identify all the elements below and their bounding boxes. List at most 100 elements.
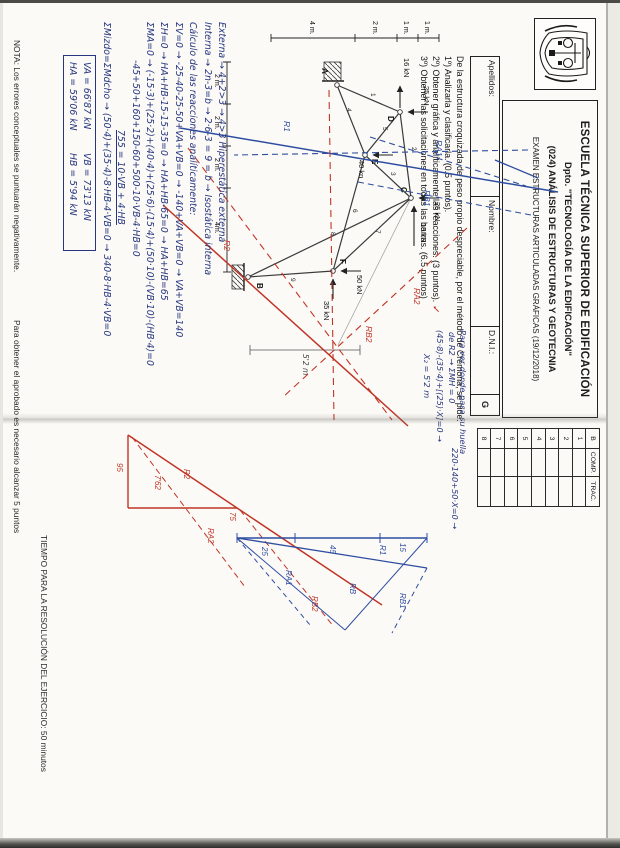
student-info-row: Apellidos: Nombre: D.N.I.: G bbox=[470, 56, 500, 416]
bar-9-FB bbox=[247, 270, 334, 278]
calc-line-sumV: ΣV=0 → -25-40-25-50+VA+VB=0 → -140+VA+VB… bbox=[172, 22, 184, 338]
bar-number-2: 2 bbox=[410, 147, 417, 151]
joint-B bbox=[245, 274, 251, 280]
department-name: Dpto. "TECNOLOGÍA DE LA EDIFICACIÓN" bbox=[562, 161, 573, 357]
comp-cell bbox=[477, 448, 491, 477]
load-label-d-v: 25 kN bbox=[422, 86, 431, 106]
comp-cell bbox=[490, 448, 505, 477]
x-distance-label: 5'2 m bbox=[301, 354, 310, 375]
node-label-F: F bbox=[338, 259, 347, 264]
apellidos-field: Apellidos: bbox=[471, 57, 499, 197]
load-label-c-h: 15 kN bbox=[419, 223, 428, 243]
blue-polygon-side-top bbox=[344, 537, 428, 631]
comp-cell bbox=[504, 448, 518, 477]
dim-label-2m-a: 2 m. bbox=[213, 74, 220, 88]
trac-cell bbox=[572, 476, 586, 507]
node-label-E: E bbox=[370, 159, 379, 165]
comp-cell bbox=[545, 448, 559, 477]
red-resultant-R2-line bbox=[127, 434, 383, 606]
load-label-e-v: 40 kn bbox=[357, 160, 366, 178]
result-VA: VA = 66'87 kN bbox=[81, 62, 92, 130]
bar-number: 6 bbox=[504, 428, 518, 449]
trac-cell bbox=[504, 476, 518, 507]
red-label-762: 7'62 bbox=[153, 475, 162, 490]
dim-label-4m: 4 m. bbox=[308, 21, 315, 35]
table-row: 1 bbox=[572, 428, 586, 507]
trac-cell bbox=[558, 476, 573, 507]
bar-1-AD bbox=[336, 84, 401, 113]
apellidos-label: Apellidos: bbox=[487, 60, 497, 97]
bar-number-5: 5 bbox=[381, 127, 388, 131]
footer-tiempo: TIEMPO PARA LA RESOLUCIÓN DEL EJERCICIO:… bbox=[39, 535, 49, 772]
result-HA: HA = 59'06 kN bbox=[67, 62, 78, 131]
blue-dashed-RA1 bbox=[236, 537, 311, 626]
load-label-d-h: 16 kN bbox=[402, 58, 411, 78]
calc-line-sumH: ΣH=0 → HA+HB-15-15-35=0 → HA+HB-65=0 → H… bbox=[158, 22, 170, 301]
comp-cell bbox=[517, 448, 532, 477]
blue-label-25: 25 bbox=[260, 546, 269, 556]
truss-bars bbox=[247, 84, 412, 278]
comp-cell bbox=[572, 448, 586, 477]
truss-joints bbox=[245, 82, 414, 280]
bar-number: 7 bbox=[490, 428, 505, 449]
dim-label-1m-b: 1 m. bbox=[402, 21, 409, 35]
exam-header: ESCUELA TÉCNICA SUPERIOR DE EDIFICACIÓN … bbox=[502, 100, 598, 418]
red-label-95: 95 bbox=[115, 463, 124, 472]
dni-field: D.N.I.: bbox=[471, 327, 499, 395]
bar-number-8: 8 bbox=[329, 232, 336, 236]
blue-label-RA1: RA1 bbox=[284, 570, 293, 586]
trac-cell bbox=[531, 476, 546, 507]
page-edge-line bbox=[606, 0, 608, 848]
node-label-C: C bbox=[399, 187, 408, 193]
joint-C bbox=[408, 195, 414, 201]
vertical-dimension-line bbox=[270, 34, 440, 42]
bar-number-7: 7 bbox=[374, 230, 381, 234]
scan-fold-crease bbox=[0, 413, 620, 424]
dim-label-1m-a: 1 m. bbox=[423, 21, 430, 35]
bar-2-DC bbox=[399, 111, 412, 199]
bar-number-3: 3 bbox=[389, 172, 396, 176]
calc-line-section: ΣMizdo=ΣMdcho → (50·4)+(35·4)-8·HB-4·VB=… bbox=[100, 22, 112, 337]
node-label-D: D bbox=[386, 116, 395, 122]
dni-label: D.N.I.: bbox=[487, 330, 497, 355]
red-dashed-RA2 bbox=[131, 436, 246, 588]
load-label-f-v: 50 kN bbox=[355, 275, 364, 295]
blue-label-RB: RB bbox=[348, 583, 357, 595]
red-label-RA2: RA2 bbox=[206, 528, 215, 544]
load-label-c-v: 25 kN bbox=[433, 202, 442, 222]
bar-number-1: 1 bbox=[369, 93, 376, 97]
blue-R1-side bbox=[236, 537, 428, 569]
joint-E bbox=[362, 152, 368, 158]
group-cell: G bbox=[471, 395, 499, 414]
bar-number: 4 bbox=[531, 428, 546, 449]
bar-results-table: B COMP. TRAC. 1 2 3 4 5 6 7 8 bbox=[477, 428, 600, 507]
cremona-force-polygon: 95 75 R2 7'62 RA2 RB2 15 bbox=[115, 434, 428, 634]
group-label: G bbox=[480, 400, 490, 408]
school-name: ESCUELA TÉCNICA SUPERIOR DE EDIFICACIÓN bbox=[578, 120, 590, 398]
university-crest-logo bbox=[534, 18, 596, 90]
blue-label-R1: R1 bbox=[378, 545, 387, 555]
calc-line-sumMA: ΣMA=0 → (-15·3)+(25·2)+(40·4)+(25·6)-(15… bbox=[143, 22, 155, 366]
calc-line-interna: Interna → 2n-3=b → 2·6-3 = 9 = b → Isost… bbox=[201, 22, 213, 276]
calc-line-755: 755 = 10·VB + 4·HB bbox=[115, 130, 127, 225]
scan-edge-bottom bbox=[0, 838, 620, 848]
bar-number: 1 bbox=[572, 428, 586, 449]
support-hatch-B bbox=[231, 264, 245, 290]
table-row: 8 bbox=[477, 428, 491, 507]
trac-cell bbox=[517, 476, 532, 507]
reaction-results-box: VA = 66'87 kN VB = 73'13 kN HA = 59'06 k… bbox=[63, 55, 96, 251]
table-header-row: B COMP. TRAC. bbox=[585, 428, 600, 507]
dim-label-2m-b: 2 m. bbox=[213, 116, 220, 130]
col-header-bar: B bbox=[585, 428, 600, 449]
bar-8-CB bbox=[247, 197, 412, 278]
trac-cell bbox=[477, 476, 491, 507]
result-HB: HB = 5'94 kN bbox=[67, 153, 78, 216]
bar-number: 8 bbox=[477, 428, 491, 449]
subject-name: (024) ANÁLISIS DE ESTRUCTURAS Y GEOTECNI… bbox=[546, 145, 557, 373]
table-row: 2 bbox=[558, 428, 573, 507]
bar-number: 5 bbox=[517, 428, 532, 449]
calc-line-title: Cálculo de las reacciones analíticamente… bbox=[187, 22, 199, 216]
calc-line-expanded: -45+50+160+150-60+500-10·VB-4·HB=0 bbox=[129, 60, 141, 257]
